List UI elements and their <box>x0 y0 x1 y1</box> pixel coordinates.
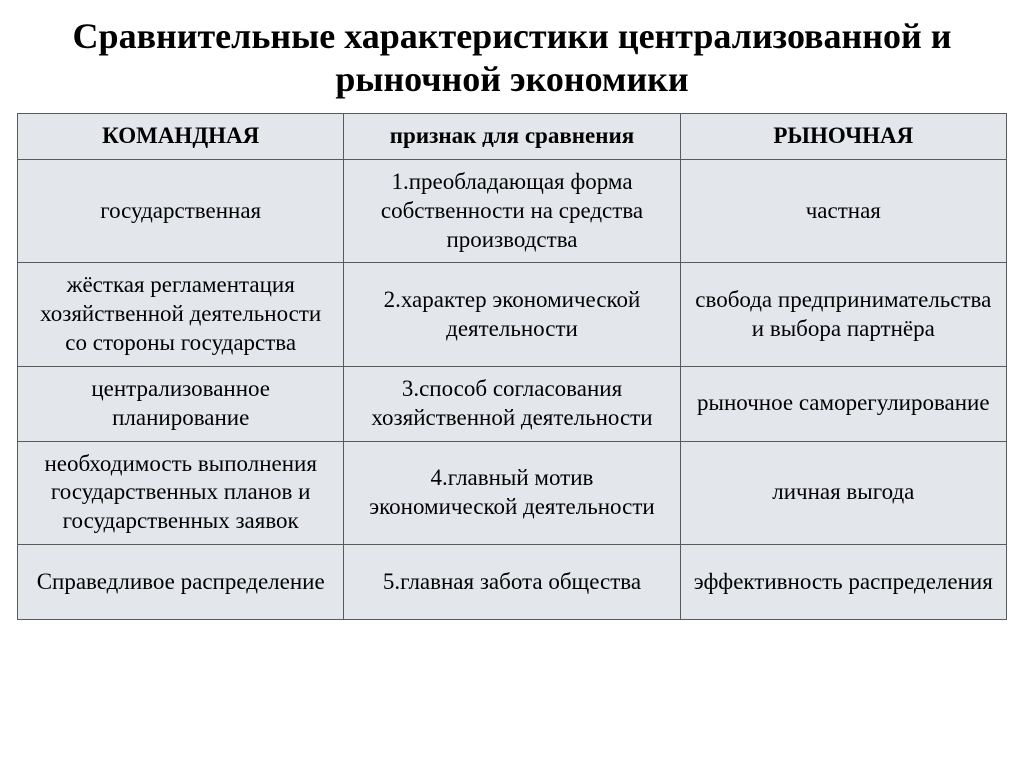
comparison-table: КОМАНДНАЯ признак для сравнения РЫНОЧНАЯ… <box>17 113 1007 620</box>
table-row: необходимость выполнения государственных… <box>18 441 1007 544</box>
cell-command: необходимость выполнения государственных… <box>18 441 344 544</box>
cell-criterion: 3.способ согласования хозяйственной деят… <box>344 366 680 441</box>
cell-criterion: 4.главный мотив экономической деятельнос… <box>344 441 680 544</box>
table-row: государственная 1.преобладающая форма со… <box>18 160 1007 263</box>
cell-command: Справедливое распределение <box>18 544 344 619</box>
cell-market: частная <box>680 160 1006 263</box>
cell-criterion: 2.характер экономической деятельности <box>344 263 680 366</box>
table-header-row: КОМАНДНАЯ признак для сравнения РЫНОЧНАЯ <box>18 114 1007 160</box>
table-row: Справедливое распределение 5.главная заб… <box>18 544 1007 619</box>
page-title: Сравнительные характеристики централизов… <box>0 15 1024 101</box>
table-row: жёсткая регламентация хозяйственной деят… <box>18 263 1007 366</box>
header-market: РЫНОЧНАЯ <box>680 114 1006 160</box>
header-command: КОМАНДНАЯ <box>18 114 344 160</box>
cell-criterion: 1.преобладающая форма собственности на с… <box>344 160 680 263</box>
header-criterion: признак для сравнения <box>344 114 680 160</box>
table-row: централизованное планирование 3.способ с… <box>18 366 1007 441</box>
cell-market: личная выгода <box>680 441 1006 544</box>
cell-market: свобода предпринимательства и выбора пар… <box>680 263 1006 366</box>
cell-criterion: 5.главная забота общества <box>344 544 680 619</box>
cell-command: централизованное планирование <box>18 366 344 441</box>
cell-market: эффективность распределения <box>680 544 1006 619</box>
cell-command: государственная <box>18 160 344 263</box>
cell-market: рыночное саморегулирование <box>680 366 1006 441</box>
cell-command: жёсткая регламентация хозяйственной деят… <box>18 263 344 366</box>
